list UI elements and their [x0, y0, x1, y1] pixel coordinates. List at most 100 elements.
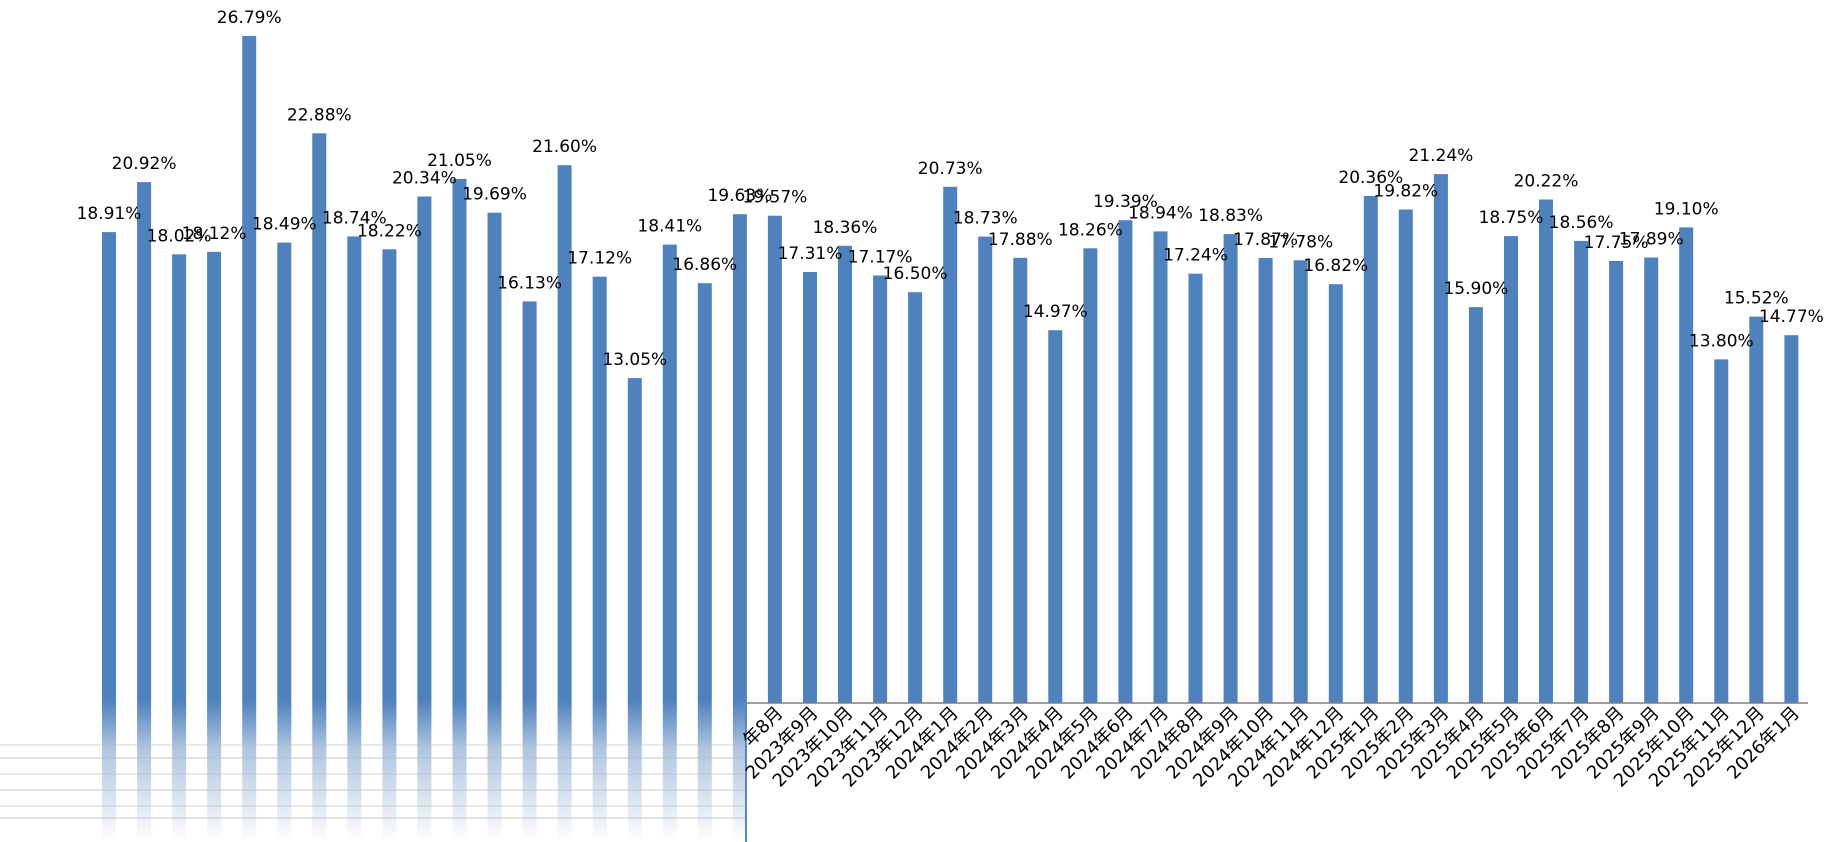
- value-label: 17.75%: [1584, 233, 1649, 253]
- value-label: 19.57%: [742, 188, 807, 208]
- bar: [487, 212, 502, 703]
- bar: [978, 236, 993, 703]
- bar: [1574, 240, 1589, 703]
- value-label: 19.10%: [1654, 199, 1719, 219]
- value-label: 20.22%: [1514, 172, 1579, 192]
- value-label: 16.50%: [883, 264, 948, 284]
- value-label: 18.94%: [1128, 203, 1193, 223]
- bar: [1784, 335, 1799, 703]
- reflection-overlay: [0, 700, 745, 842]
- value-label: 17.12%: [567, 249, 632, 269]
- bar: [312, 133, 327, 704]
- bar: [1118, 220, 1133, 703]
- value-label: 15.52%: [1724, 289, 1789, 309]
- bar: [1223, 234, 1238, 703]
- bar: [417, 196, 432, 703]
- value-label: 18.02%: [147, 226, 212, 246]
- value-label: 17.78%: [1268, 232, 1333, 252]
- value-label: 18.74%: [322, 208, 387, 228]
- value-label: 18.36%: [813, 218, 878, 238]
- bar: [1048, 330, 1063, 703]
- bar: [277, 242, 292, 703]
- bar: [347, 236, 362, 703]
- value-label: 19.63%: [707, 186, 772, 206]
- value-label: 18.41%: [637, 217, 702, 237]
- value-label: 21.24%: [1408, 146, 1473, 166]
- bar: [1433, 174, 1448, 704]
- bar: [592, 276, 607, 703]
- value-label: 16.13%: [497, 273, 562, 293]
- value-label: 18.49%: [252, 215, 317, 235]
- value-label: 17.31%: [778, 244, 843, 264]
- bar: [803, 272, 817, 703]
- value-label: 20.34%: [392, 169, 457, 189]
- bar: [207, 251, 222, 704]
- bar: [1293, 260, 1308, 703]
- bar: [662, 244, 677, 703]
- bar: [137, 182, 152, 704]
- value-label: 17.87%: [1233, 230, 1298, 250]
- value-label: 20.73%: [918, 159, 983, 179]
- value-label: 19.69%: [462, 185, 527, 205]
- bar: [1328, 284, 1343, 703]
- value-label: 26.79%: [217, 8, 282, 28]
- bar: [452, 178, 467, 703]
- bar: [732, 214, 747, 703]
- value-label: 14.77%: [1759, 307, 1824, 327]
- bar: [908, 292, 923, 703]
- value-label: 17.88%: [988, 230, 1053, 250]
- value-label: 18.91%: [77, 204, 142, 224]
- bar: [1539, 199, 1553, 703]
- bar: [1258, 258, 1273, 703]
- bar: [943, 186, 958, 704]
- value-label: 20.92%: [112, 154, 177, 174]
- bar: [1749, 316, 1764, 703]
- value-label: 18.56%: [1549, 213, 1614, 233]
- bar: [1153, 231, 1168, 703]
- bars-group: [102, 35, 1799, 704]
- value-label: 18.75%: [1479, 208, 1544, 228]
- bar: [1363, 196, 1378, 703]
- bar: [242, 35, 257, 703]
- x-tick-labels: 年8月2023年9月2023年10月2023年11月2023年12月2024年1…: [739, 703, 1804, 792]
- bar: [1679, 227, 1694, 703]
- bar: [873, 275, 888, 703]
- value-label: 16.86%: [672, 255, 737, 275]
- value-label: 19.82%: [1373, 182, 1438, 202]
- bar: [1714, 359, 1729, 703]
- value-label: 14.97%: [1023, 302, 1088, 322]
- bar: [1083, 248, 1098, 704]
- bar: [382, 249, 397, 704]
- value-label: 20.36%: [1338, 168, 1403, 188]
- value-label: 19.39%: [1093, 192, 1158, 212]
- bar: [557, 165, 572, 703]
- reflection-fade: [0, 700, 745, 842]
- bar: [627, 378, 642, 703]
- value-label: 21.60%: [532, 137, 597, 157]
- bar: [172, 254, 187, 704]
- value-label: 18.22%: [357, 221, 422, 241]
- bar: [767, 215, 782, 703]
- bar: [1398, 209, 1413, 703]
- bar: [697, 283, 712, 703]
- value-label: 18.73%: [953, 209, 1018, 229]
- value-label: 17.17%: [848, 248, 913, 268]
- value-label: 18.83%: [1198, 206, 1263, 226]
- value-label: 15.90%: [1443, 279, 1508, 299]
- value-label: 22.88%: [287, 105, 352, 125]
- value-label: 18.12%: [182, 224, 247, 244]
- value-label: 18.26%: [1058, 220, 1123, 240]
- value-label: 13.80%: [1689, 331, 1754, 351]
- value-label: 17.89%: [1619, 230, 1684, 250]
- bar: [522, 301, 537, 703]
- value-label: 17.24%: [1163, 246, 1228, 266]
- value-label: 16.82%: [1303, 256, 1368, 276]
- bar: [1013, 257, 1028, 703]
- bar: [838, 245, 852, 704]
- bar: [1609, 261, 1624, 703]
- bar: [1504, 236, 1518, 703]
- value-label: 21.05%: [427, 151, 492, 171]
- value-label: 13.05%: [602, 350, 667, 370]
- bar: [102, 232, 116, 703]
